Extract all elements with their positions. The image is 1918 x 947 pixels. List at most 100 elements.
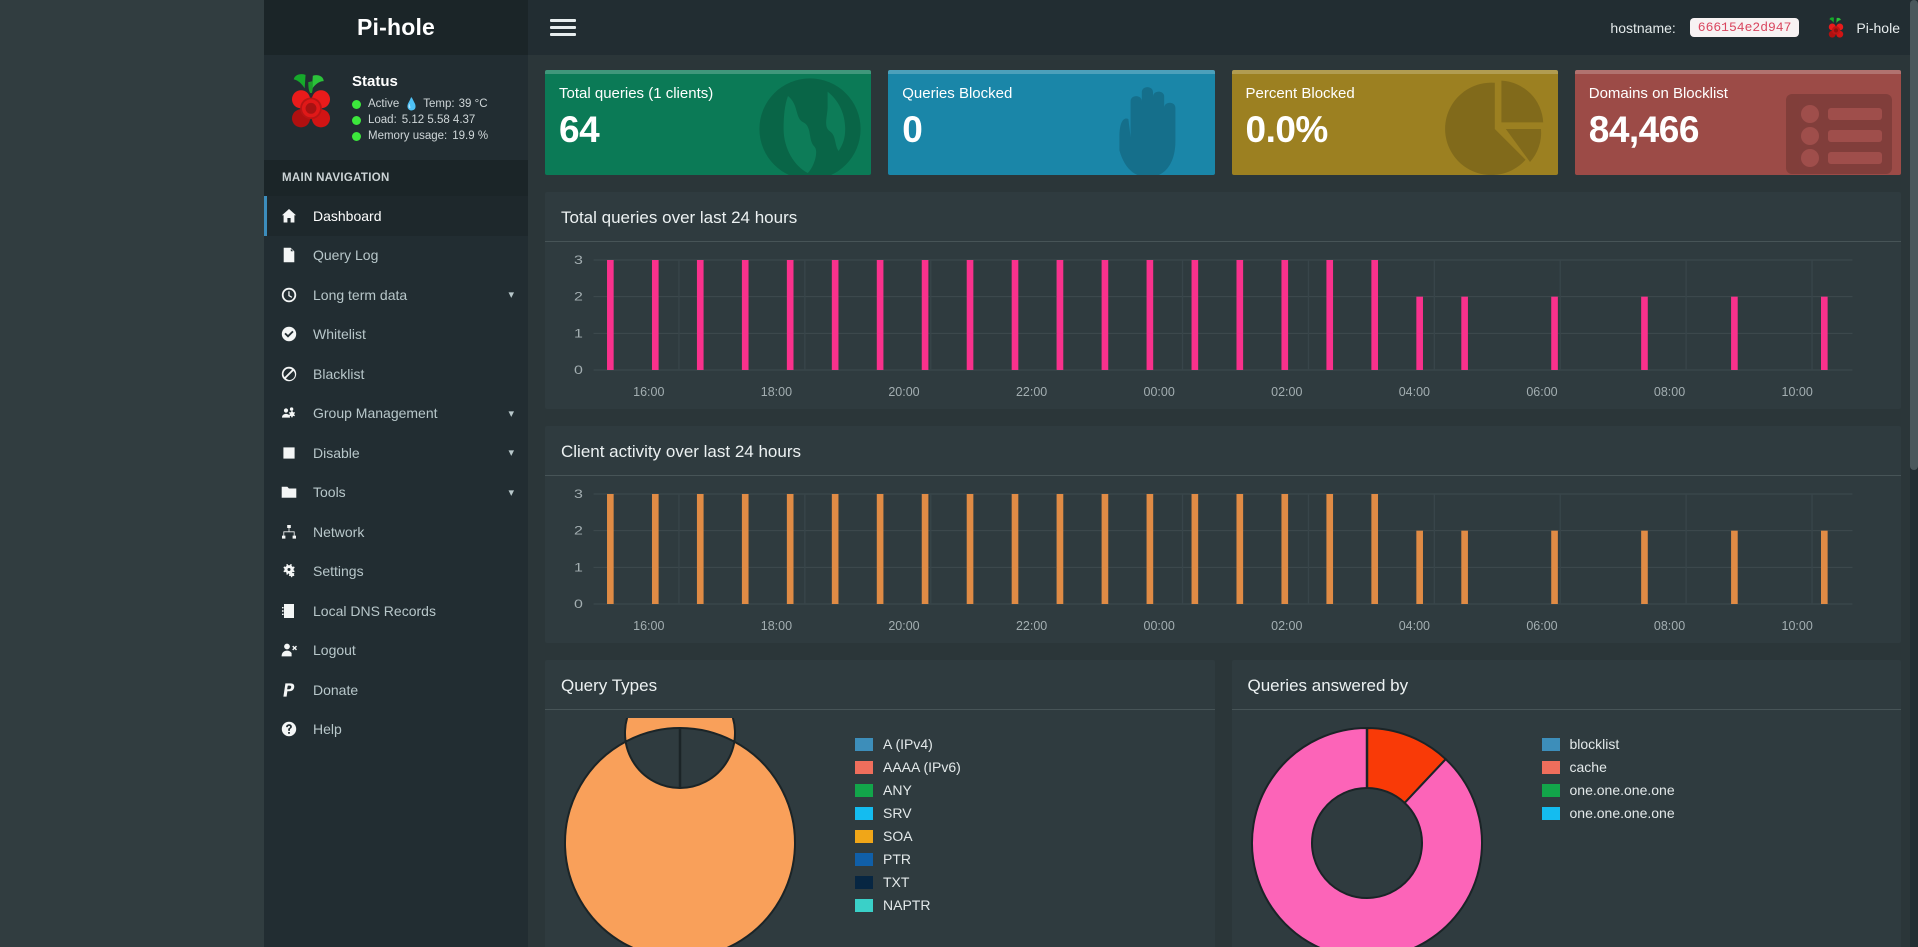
- legend-label: cache: [1569, 759, 1607, 775]
- legend-item[interactable]: AAAA (IPv6): [855, 759, 961, 775]
- user-name: Pi-hole: [1856, 19, 1900, 36]
- legend-label: NAPTR: [883, 897, 931, 913]
- sidebar-item-network[interactable]: Network: [264, 512, 528, 552]
- sidebar-item-label: Whitelist: [313, 326, 366, 343]
- legend-swatch: [855, 783, 873, 797]
- legend-item[interactable]: ANY: [855, 782, 961, 798]
- home-icon: [281, 208, 303, 224]
- list-icon: [1783, 84, 1895, 175]
- donut-query-types[interactable]: [555, 677, 805, 947]
- legend-item[interactable]: SRV: [855, 805, 961, 821]
- svg-text:1: 1: [574, 560, 583, 574]
- status-temp-value: 39 °C: [458, 98, 488, 110]
- status-load-label: Load:: [368, 114, 397, 126]
- chart-client-activity[interactable]: 0 1 2 3: [559, 488, 1887, 616]
- sidebar-item-label: Network: [313, 523, 365, 540]
- sidebar-item-long-term-data[interactable]: Long term data ▾: [264, 275, 528, 315]
- sidebar-item-label: Disable: [313, 444, 360, 461]
- donut-slice[interactable]: [1250, 726, 1483, 947]
- user-menu[interactable]: Pi-hole: [1813, 15, 1900, 41]
- home-icon: [282, 208, 296, 223]
- svg-text:3: 3: [574, 254, 583, 267]
- legend-item[interactable]: TXT: [855, 874, 961, 890]
- sidebar-brand[interactable]: Pi-hole: [264, 0, 528, 55]
- legend-label: A (IPv4): [883, 736, 933, 752]
- stat-boxes: Total queries (1 clients) 64 Queries Block…: [545, 70, 1901, 175]
- legend-item[interactable]: blocklist: [1541, 736, 1675, 752]
- donut-row: Query Types A (IPv4) AAAA (IPv6) ANY SRV SOA…: [545, 643, 1901, 947]
- legend-label: ANY: [883, 782, 912, 798]
- xtick-label: 06:00: [1526, 619, 1558, 633]
- legend-item[interactable]: NAPTR: [855, 897, 961, 913]
- svg-text:1: 1: [574, 326, 583, 340]
- hamburger-icon[interactable]: [550, 15, 576, 40]
- legend-swatch: [855, 875, 873, 889]
- legend-swatch: [855, 737, 873, 751]
- panel-title-query-types: Query Types: [545, 663, 1215, 710]
- sidebar-item-query-log[interactable]: Query Log: [264, 236, 528, 276]
- sidebar-item-label: Tools: [313, 484, 346, 501]
- legend-item[interactable]: PTR: [855, 851, 961, 867]
- status-title: Status: [352, 73, 398, 90]
- raspberry-pi-icon: [1829, 16, 1844, 38]
- sidebar-item-group-management[interactable]: Group Management ▾: [264, 394, 528, 434]
- sidebar-item-label: Blacklist: [313, 365, 365, 382]
- xtick-label: 18:00: [760, 619, 793, 633]
- raspberry-pi-logo-icon: [291, 74, 331, 128]
- stat-box-domains-on-blocklist[interactable]: Domains on Blocklist 84,466: [1574, 70, 1901, 175]
- xtick-label: 10:00: [1781, 619, 1813, 633]
- legend-item[interactable]: one.one.one.one: [1541, 805, 1675, 821]
- clock-icon: [281, 287, 303, 303]
- stat-box-queries-blocked[interactable]: Queries Blocked 0: [888, 70, 1215, 175]
- sidebar-item-disable[interactable]: Disable ▾: [264, 433, 528, 473]
- chevron-down-icon: ▾: [508, 407, 514, 420]
- legend-item[interactable]: cache: [1541, 759, 1675, 775]
- sidebar-item-settings[interactable]: Settings: [264, 552, 528, 592]
- sidebar-item-logout[interactable]: Logout: [264, 631, 528, 671]
- donut-queries-answered-by[interactable]: [1242, 718, 1492, 947]
- stat-box-percent-blocked[interactable]: Percent Blocked 0.0%: [1231, 70, 1558, 175]
- sidebar-item-donate[interactable]: Donate: [264, 670, 528, 710]
- sidebar-item-label: Donate: [313, 681, 359, 698]
- stat-value: 84,466: [1588, 109, 1700, 150]
- page-left-gutter: [0, 0, 264, 947]
- stat-title: Total queries (1 clients): [559, 85, 714, 102]
- chart-total-queries[interactable]: 0 1 2 3: [559, 254, 1887, 382]
- legend-item[interactable]: A (IPv4): [855, 736, 961, 752]
- xtick-label: 20:00: [888, 385, 920, 399]
- sidebar-item-blacklist[interactable]: Blacklist: [264, 354, 528, 394]
- stat-box-total-queries-1-clients-[interactable]: Total queries (1 clients) 64: [545, 70, 872, 175]
- nav-section-header: MAIN NAVIGATION: [264, 160, 528, 196]
- paypal-icon: [281, 682, 303, 698]
- legend-label: TXT: [883, 874, 910, 890]
- user-times-icon: [281, 642, 303, 658]
- sidebar-item-label: Local DNS Records: [313, 602, 436, 619]
- sidebar-item-whitelist[interactable]: Whitelist: [264, 315, 528, 355]
- sidebar: Pi-hole Status Active 💧: [264, 0, 528, 947]
- page-scrollbar[interactable]: [1910, 0, 1918, 947]
- sidebar-item-dashboard[interactable]: Dashboard: [264, 196, 528, 236]
- xtick-label: 04:00: [1398, 385, 1430, 399]
- legend-swatch: [855, 852, 873, 866]
- xtick-label: 10:00: [1781, 385, 1813, 399]
- topbar-right: hostname: 666154e2d947 Pi-hole: [1610, 15, 1900, 41]
- legend-item[interactable]: SOA: [855, 828, 961, 844]
- sidebar-item-tools[interactable]: Tools ▾: [264, 473, 528, 513]
- stat-value: 0: [902, 109, 923, 150]
- check-circle-icon: [281, 327, 297, 342]
- legend-item[interactable]: one.one.one.one: [1541, 782, 1675, 798]
- sidebar-item-local-dns-records[interactable]: Local DNS Records: [264, 591, 528, 631]
- ban-icon: [281, 366, 303, 382]
- stop-square-icon: [283, 447, 295, 459]
- stat-value: 64: [559, 109, 600, 150]
- status-temp-label: Temp:: [423, 98, 455, 110]
- status-memory-value: 19.9 %: [452, 130, 489, 142]
- sidebar-item-label: Long term data: [313, 286, 408, 303]
- thermometer-icon: 💧: [404, 97, 420, 111]
- sidebar-item-help[interactable]: Help: [264, 710, 528, 750]
- legend-swatch: [1541, 783, 1560, 797]
- panel-queries-answered-by: Queries answered by blocklist cache one.on…: [1231, 660, 1901, 947]
- page-scrollbar-thumb[interactable]: [1910, 0, 1918, 470]
- status-dot-active: [352, 99, 361, 109]
